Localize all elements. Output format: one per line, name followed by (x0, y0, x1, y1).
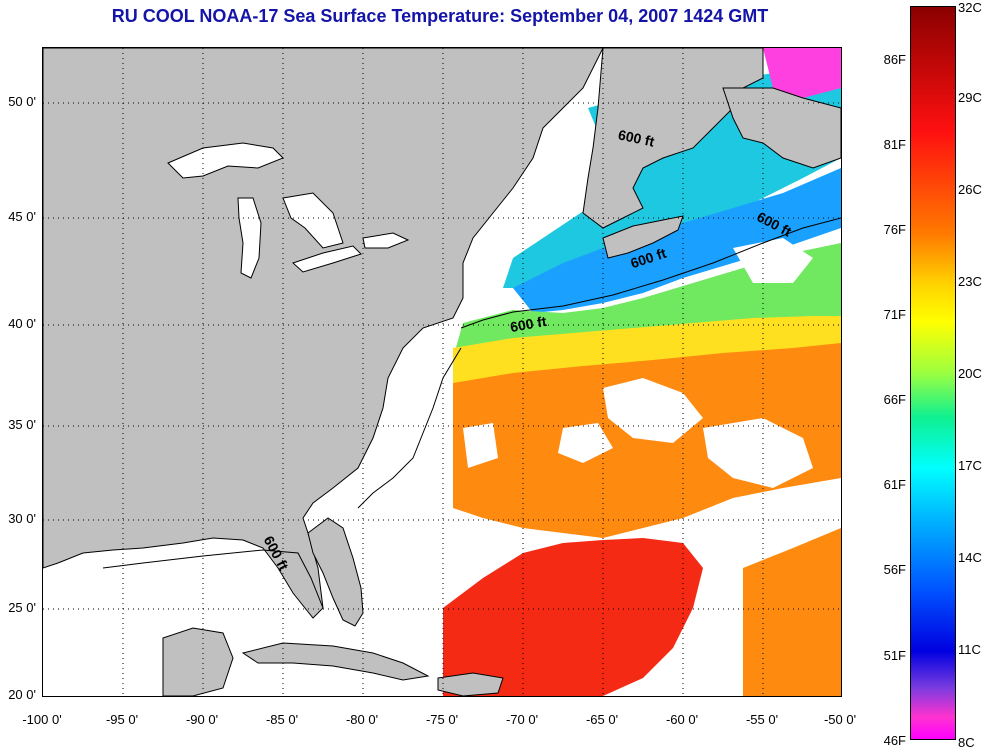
great-lakes (167, 142, 410, 279)
colorbar-c-label: 14C (958, 550, 982, 565)
lake-erie (292, 245, 362, 273)
cloud-patch (603, 378, 703, 443)
sst-red-south (443, 538, 703, 696)
colorbar-c-label: 32C (958, 0, 982, 15)
colorbar-f-label: 81F (883, 137, 906, 152)
colorbar-c-label: 8C (958, 735, 975, 750)
lat-tick-label: 50 0' (8, 94, 36, 109)
sst-field (443, 48, 841, 696)
lon-tick-label: -60 0' (665, 712, 699, 727)
temperature-colorbar (910, 6, 956, 740)
land (43, 48, 841, 696)
lon-tick-label: -80 0' (345, 712, 379, 727)
map-title: RU COOL NOAA-17 Sea Surface Temperature:… (111, 6, 769, 26)
lat-tick-label: 40 0' (8, 316, 36, 331)
colorbar-f-label: 56F (883, 562, 906, 577)
colorbar-c-label: 11C (958, 642, 981, 657)
colorbar-f-label: 71F (883, 307, 906, 322)
lon-tick-label: -55 0' (745, 712, 779, 727)
lon-tick-label: -65 0' (585, 712, 619, 727)
yucatan-land (162, 627, 234, 696)
lon-tick-label: -90 0' (185, 712, 219, 727)
sst-orange-main (453, 343, 841, 538)
colorbar-f-label: 51F (883, 648, 906, 663)
lon-tick-label: -50 0' (823, 712, 857, 727)
colorbar-c-label: 29C (958, 90, 982, 105)
colorbar-f-label: 86F (883, 52, 906, 67)
colorbar-c-label: 26C (958, 182, 982, 197)
600ft-contour (102, 217, 841, 609)
nova-scotia-land (602, 215, 684, 259)
lat-tick-label: 20 0' (8, 687, 36, 702)
sst-map (42, 47, 842, 697)
colorbar-f-label: 61F (883, 477, 906, 492)
florida-land (307, 517, 364, 627)
newfoundland-land (722, 87, 841, 169)
sst-orange-east (743, 528, 841, 696)
lon-tick-label: -75 0' (425, 712, 459, 727)
lon-tick-label: -85 0' (265, 712, 299, 727)
colorbar-f-label: 46F (883, 733, 906, 748)
lon-tick-label: -95 0' (105, 712, 139, 727)
sst-north-magenta (763, 48, 841, 98)
lat-tick-label: 30 0' (8, 511, 36, 526)
cloud-patch (703, 418, 813, 488)
lake-ontario (362, 232, 410, 249)
lake-superior (167, 142, 284, 179)
colorbar-f-label: 76F (883, 222, 906, 237)
hispaniola-land (437, 672, 504, 696)
cloud-patch (558, 423, 613, 463)
lat-tick-label: 25 0' (8, 600, 36, 615)
cloud-patch (733, 238, 813, 283)
cloud-patch (463, 423, 498, 468)
lon-tick-label: -70 0' (505, 712, 539, 727)
colorbar-c-label: 17C (958, 458, 982, 473)
colorbar-c-label: 20C (958, 366, 982, 381)
lon-tick-label: -100 0' (22, 712, 62, 727)
maritimes-land (582, 48, 764, 229)
lake-huron (282, 192, 344, 249)
colorbar-c-label: 23C (958, 274, 982, 289)
north-america-land (43, 48, 604, 619)
lat-tick-label: 45 0' (8, 209, 36, 224)
graticule (43, 48, 841, 696)
colorbar-f-label: 66F (883, 392, 906, 407)
cuba-land (241, 642, 430, 681)
lat-tick-label: 35 0' (8, 417, 36, 432)
sst-blue-band (513, 168, 841, 313)
